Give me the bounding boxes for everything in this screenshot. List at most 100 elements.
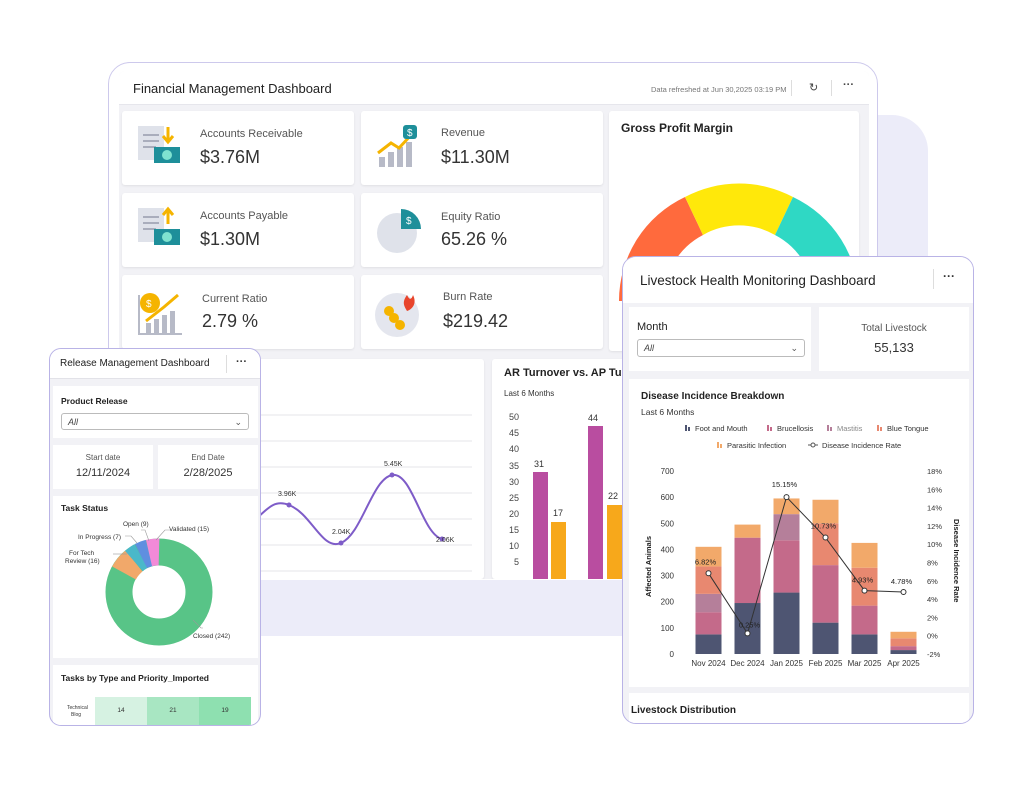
product-release-filter: Product Release All ⌄ bbox=[53, 386, 258, 438]
bar-segment[interactable] bbox=[890, 646, 917, 651]
disease-incidence-card[interactable]: Disease Incidence Breakdown Last 6 Month… bbox=[629, 379, 969, 687]
legend-marker[interactable] bbox=[810, 442, 816, 448]
y-tick: 30 bbox=[509, 477, 519, 487]
donut-slice-tech-review[interactable] bbox=[112, 550, 143, 581]
bar-segment[interactable] bbox=[695, 593, 722, 613]
line-data-label: 3.96K bbox=[278, 491, 297, 498]
chevron-down-icon: ⌄ bbox=[790, 343, 798, 353]
bar-segment[interactable] bbox=[773, 592, 800, 654]
legend-swatch[interactable] bbox=[717, 442, 719, 448]
page-title: Livestock Health Monitoring Dashboard bbox=[640, 273, 876, 288]
kpi-accounts-receivable[interactable]: Accounts Receivable $3.76M bbox=[122, 111, 354, 185]
bar-segment[interactable] bbox=[734, 603, 761, 654]
more-icon[interactable]: ··· bbox=[236, 356, 247, 368]
bar-segment[interactable] bbox=[890, 631, 917, 639]
bar-segment[interactable] bbox=[695, 546, 722, 567]
bar-segment[interactable] bbox=[812, 565, 839, 623]
chevron-down-icon: ⌄ bbox=[234, 417, 242, 427]
x-tick: Feb 2025 bbox=[809, 659, 843, 668]
row-label: Technical Blog bbox=[53, 697, 95, 725]
refresh-icon[interactable]: ↻ bbox=[809, 82, 819, 94]
line-data-label: 0.25% bbox=[739, 620, 761, 629]
kpi-accounts-payable[interactable]: Accounts Payable $1.30M bbox=[122, 193, 354, 267]
month-select[interactable]: All ⌄ bbox=[637, 339, 805, 357]
bar-segment[interactable] bbox=[890, 638, 917, 647]
legend-swatch[interactable] bbox=[827, 425, 829, 431]
donut-slice-open[interactable] bbox=[134, 539, 153, 569]
legend-swatch[interactable] bbox=[880, 427, 882, 431]
kpi-revenue[interactable]: $ Revenue $11.30M bbox=[361, 111, 603, 185]
ap-bar[interactable] bbox=[551, 522, 566, 579]
date-value: 12/11/2024 bbox=[75, 467, 131, 479]
bar-segment[interactable] bbox=[812, 499, 839, 524]
donut-slice-validated[interactable] bbox=[145, 538, 160, 567]
heatmap-cell[interactable]: 21 bbox=[147, 697, 199, 725]
bar-segment[interactable] bbox=[851, 634, 878, 654]
bar-segment[interactable] bbox=[695, 612, 722, 635]
legend-swatch[interactable] bbox=[767, 425, 769, 431]
heatmap-cell[interactable]: 14 bbox=[95, 697, 147, 725]
legend-swatch[interactable] bbox=[770, 427, 772, 431]
start-date-card[interactable]: Start date 12/11/2024 bbox=[53, 445, 153, 489]
tasks-by-type-card[interactable]: Tasks by Type and Priority_Imported Tech… bbox=[53, 665, 258, 725]
incidence-rate-point[interactable] bbox=[705, 570, 712, 577]
kpi-label: Burn Rate bbox=[443, 291, 493, 303]
line-point[interactable] bbox=[338, 540, 344, 546]
legend-label: Parasitic Infection bbox=[727, 441, 786, 450]
gauge-title: Gross Profit Margin bbox=[621, 121, 734, 135]
legend-swatch[interactable] bbox=[830, 427, 832, 431]
incidence-rate-point[interactable] bbox=[744, 630, 751, 637]
more-icon[interactable]: ··· bbox=[843, 79, 854, 91]
kpi-burn-rate[interactable]: Burn Rate $219.42 bbox=[361, 275, 603, 349]
bar-segment[interactable] bbox=[695, 634, 722, 654]
bar-segment[interactable] bbox=[890, 650, 917, 654]
total-livestock-card[interactable]: Total Livestock 55,133 bbox=[819, 307, 969, 371]
kpi-equity-ratio[interactable]: $ Equity Ratio 65.26 % bbox=[361, 193, 603, 267]
bar-segment[interactable] bbox=[851, 567, 878, 606]
refresh-timestamp: Data refreshed at Jun 30,2025 03:19 PM bbox=[651, 85, 787, 94]
kpi-value: $11.30M bbox=[441, 147, 510, 167]
kpi-label: Current Ratio bbox=[202, 293, 268, 305]
divider bbox=[933, 269, 934, 289]
product-release-select[interactable]: All ⌄ bbox=[61, 413, 249, 430]
legend-swatch[interactable] bbox=[877, 425, 879, 431]
ar-bar[interactable] bbox=[588, 426, 603, 579]
bar-segment[interactable] bbox=[812, 622, 839, 654]
chart-subtitle: Last 6 Months bbox=[504, 389, 555, 398]
bar-segment[interactable] bbox=[734, 524, 761, 538]
bar-segment[interactable] bbox=[773, 540, 800, 593]
page-title: Release Management Dashboard bbox=[60, 358, 210, 369]
incidence-rate-point[interactable] bbox=[822, 534, 829, 541]
end-date-card[interactable]: End Date 2/28/2025 bbox=[158, 445, 258, 489]
bar-segment[interactable] bbox=[812, 523, 839, 566]
line-point[interactable] bbox=[439, 536, 445, 542]
ar-bar[interactable] bbox=[533, 472, 548, 579]
legend-swatch[interactable] bbox=[720, 444, 722, 448]
chart-title: AR Turnover vs. AP Turnover bbox=[504, 367, 656, 379]
release-management-window: Release Management Dashboard ··· Product… bbox=[49, 348, 261, 726]
line-data-label: 15.15% bbox=[772, 480, 798, 489]
bar-segment[interactable] bbox=[734, 537, 761, 604]
financial-header: Financial Management Dashboard Data refr… bbox=[119, 71, 869, 105]
incidence-rate-point[interactable] bbox=[783, 494, 790, 501]
livestock-header: Livestock Health Monitoring Dashboard ··… bbox=[623, 257, 973, 303]
livestock-distribution-card[interactable]: Livestock Distribution bbox=[629, 693, 969, 723]
line-point[interactable] bbox=[286, 502, 292, 508]
bar-segment[interactable] bbox=[851, 605, 878, 635]
ap-bar[interactable] bbox=[607, 505, 622, 579]
line-chart: 3.96K 2.04K 5.45K 2.06K bbox=[251, 414, 472, 572]
kpi-current-ratio[interactable]: $ Current Ratio 2.79 % bbox=[122, 275, 354, 349]
incidence-rate-point[interactable] bbox=[861, 587, 868, 594]
legend-swatch[interactable] bbox=[685, 425, 687, 431]
heatmap-cell[interactable]: 19 bbox=[199, 697, 251, 725]
bar-segment[interactable] bbox=[851, 542, 878, 568]
legend-swatch[interactable] bbox=[688, 427, 690, 431]
donut-slice-in-progress[interactable] bbox=[125, 544, 148, 572]
y-tick: 25 bbox=[509, 493, 519, 503]
more-icon[interactable]: ··· bbox=[943, 269, 955, 283]
incidence-rate-point[interactable] bbox=[900, 588, 907, 595]
task-status-card[interactable]: Task Status Open (9) Validated (15) In P… bbox=[53, 496, 258, 658]
bar-segment[interactable] bbox=[773, 498, 800, 515]
line-point[interactable] bbox=[389, 472, 395, 478]
line-data-label: 4.78% bbox=[891, 577, 913, 586]
